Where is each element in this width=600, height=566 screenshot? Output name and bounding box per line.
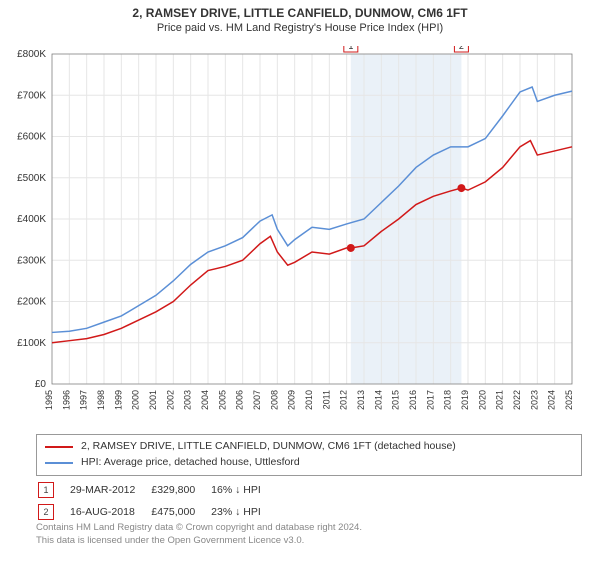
svg-text:2008: 2008 <box>269 390 279 410</box>
line-chart: £0 £100K £200K £300K £400K £500K £600K £700K £80… <box>0 46 600 426</box>
svg-text:£700K: £700K <box>17 90 46 101</box>
marker-date: 16-AUG-2018 <box>70 502 149 522</box>
footer-line: This data is licensed under the Open Gov… <box>36 535 362 548</box>
svg-text:£600K: £600K <box>17 132 46 143</box>
svg-text:2015: 2015 <box>391 390 401 410</box>
chart-area: £0 £100K £200K £300K £400K £500K £600K £700K £80… <box>0 46 600 426</box>
marker-date: 29-MAR-2012 <box>70 480 149 500</box>
svg-text:2012: 2012 <box>339 390 349 410</box>
svg-text:2025: 2025 <box>564 390 574 410</box>
svg-text:2011: 2011 <box>321 390 331 409</box>
svg-text:2024: 2024 <box>547 390 557 410</box>
footer-line: Contains HM Land Registry data © Crown c… <box>36 522 362 535</box>
svg-text:2023: 2023 <box>529 390 539 410</box>
svg-text:2003: 2003 <box>183 390 193 410</box>
legend-row: 2, RAMSEY DRIVE, LITTLE CANFIELD, DUNMOW… <box>45 439 573 455</box>
marker-table: 1 29-MAR-2012 £329,800 16% ↓ HPI 2 16-AU… <box>36 478 277 524</box>
table-row: 1 29-MAR-2012 £329,800 16% ↓ HPI <box>38 480 275 500</box>
svg-text:2005: 2005 <box>217 390 227 410</box>
table-row: 2 16-AUG-2018 £475,000 23% ↓ HPI <box>38 502 275 522</box>
svg-text:1996: 1996 <box>61 390 71 410</box>
svg-text:1997: 1997 <box>79 390 89 410</box>
svg-text:2018: 2018 <box>443 390 453 410</box>
marker-badge: 1 <box>38 482 54 498</box>
legend-swatch <box>45 446 73 448</box>
marker-price: £475,000 <box>151 502 209 522</box>
svg-text:1: 1 <box>348 46 353 51</box>
marker-badge: 2 <box>38 504 54 520</box>
svg-text:2017: 2017 <box>425 390 435 410</box>
svg-text:2000: 2000 <box>131 390 141 410</box>
svg-text:£500K: £500K <box>17 173 46 184</box>
svg-text:2021: 2021 <box>495 390 505 410</box>
svg-text:1998: 1998 <box>96 390 106 410</box>
legend-label: 2, RAMSEY DRIVE, LITTLE CANFIELD, DUNMOW… <box>81 439 456 455</box>
svg-text:1999: 1999 <box>113 390 123 410</box>
svg-text:£400K: £400K <box>17 214 46 225</box>
svg-text:2019: 2019 <box>460 390 470 410</box>
svg-text:2022: 2022 <box>512 390 522 410</box>
svg-text:£300K: £300K <box>17 255 46 266</box>
svg-text:1995: 1995 <box>44 390 54 410</box>
svg-text:2014: 2014 <box>373 390 383 410</box>
svg-text:2013: 2013 <box>356 390 366 410</box>
svg-text:2001: 2001 <box>148 390 158 410</box>
svg-text:2010: 2010 <box>304 390 314 410</box>
marker-delta: 23% ↓ HPI <box>211 502 275 522</box>
chart-title: 2, RAMSEY DRIVE, LITTLE CANFIELD, DUNMOW… <box>0 6 600 20</box>
svg-text:2004: 2004 <box>200 390 210 410</box>
svg-text:2: 2 <box>459 46 464 51</box>
svg-text:2007: 2007 <box>252 390 262 410</box>
svg-text:£100K: £100K <box>17 338 46 349</box>
svg-text:2016: 2016 <box>408 390 418 410</box>
svg-text:£800K: £800K <box>17 49 46 60</box>
marker-price: £329,800 <box>151 480 209 500</box>
legend-swatch <box>45 462 73 464</box>
legend-row: HPI: Average price, detached house, Uttl… <box>45 455 573 471</box>
chart-subtitle: Price paid vs. HM Land Registry's House … <box>0 22 600 34</box>
footer-attribution: Contains HM Land Registry data © Crown c… <box>36 522 362 548</box>
svg-text:2006: 2006 <box>235 390 245 410</box>
svg-text:2009: 2009 <box>287 390 297 410</box>
legend: 2, RAMSEY DRIVE, LITTLE CANFIELD, DUNMOW… <box>36 434 582 476</box>
svg-text:2002: 2002 <box>165 390 175 410</box>
marker-delta: 16% ↓ HPI <box>211 480 275 500</box>
svg-text:£0: £0 <box>35 379 47 390</box>
legend-label: HPI: Average price, detached house, Uttl… <box>81 455 300 471</box>
svg-text:2020: 2020 <box>477 390 487 410</box>
svg-text:£200K: £200K <box>17 297 46 308</box>
